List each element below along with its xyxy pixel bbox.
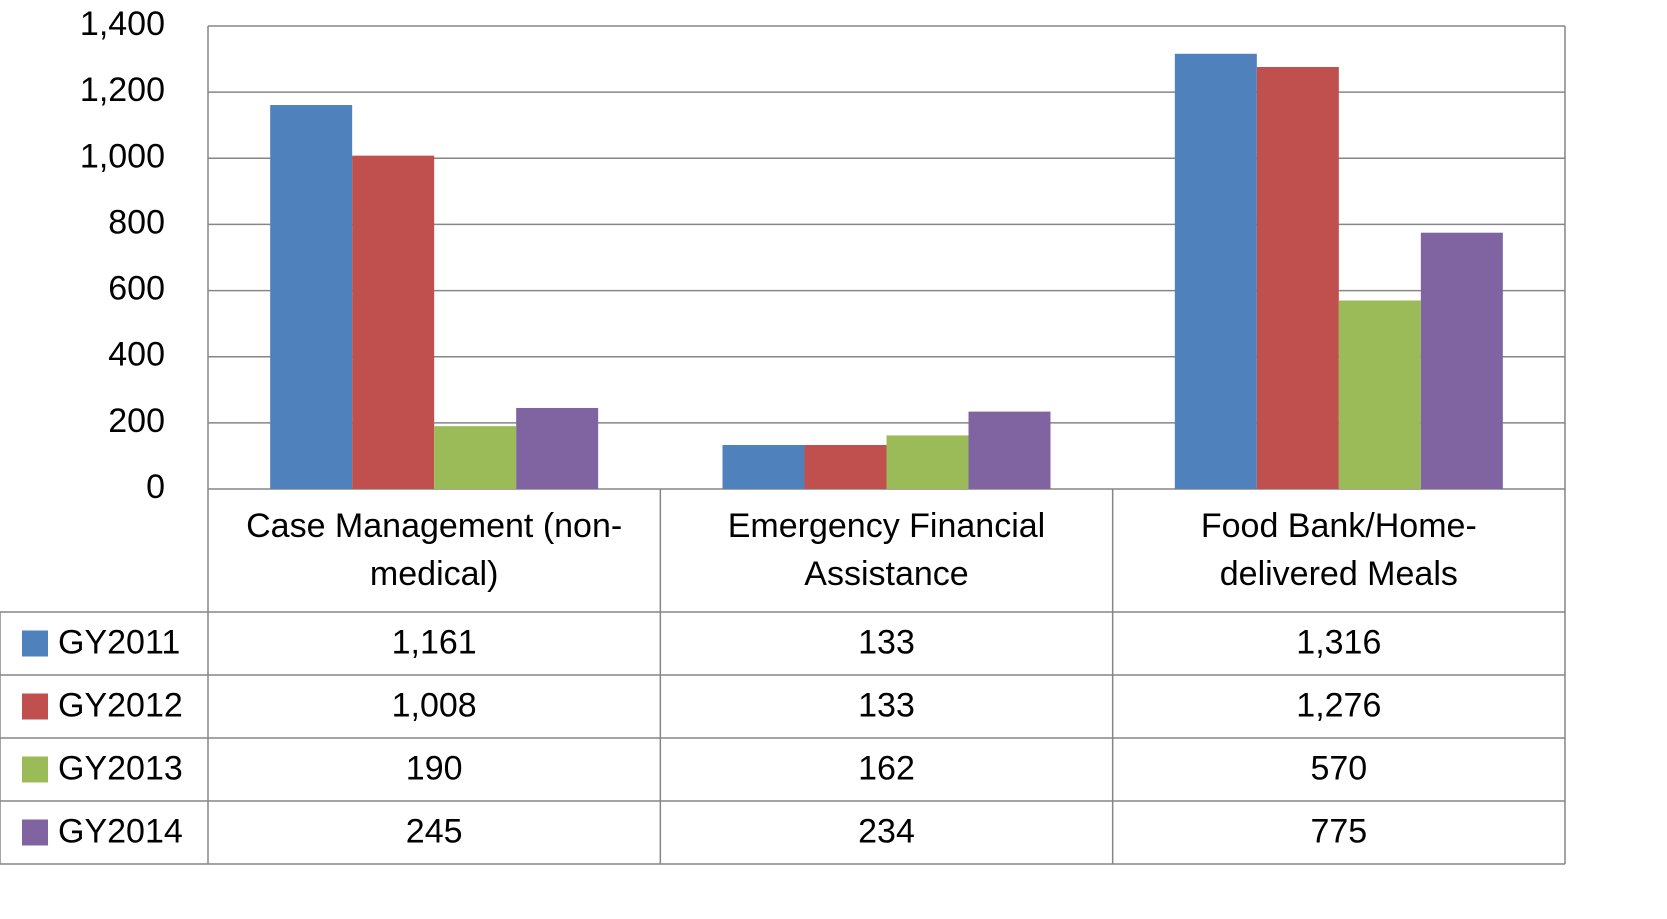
category-label: Food Bank/Home-delivered Meals bbox=[1200, 506, 1477, 593]
category-label: Case Management (non-medical) bbox=[246, 506, 623, 593]
table-value: 1,008 bbox=[392, 686, 477, 724]
table-value: 190 bbox=[406, 749, 463, 787]
legend-swatch bbox=[22, 693, 48, 720]
bar bbox=[270, 105, 353, 489]
legend-swatch bbox=[22, 630, 48, 657]
legend-label: GY2011 bbox=[58, 623, 180, 661]
table-value: 133 bbox=[858, 623, 915, 661]
y-tick-label: 1,000 bbox=[80, 137, 165, 175]
table-value: 1,276 bbox=[1296, 686, 1381, 724]
table-value: 570 bbox=[1310, 749, 1367, 787]
y-tick-label: 1,400 bbox=[80, 5, 165, 43]
bar bbox=[886, 435, 969, 489]
legend-label: GY2012 bbox=[58, 686, 183, 724]
y-tick-label: 200 bbox=[108, 402, 165, 440]
y-tick-label: 0 bbox=[146, 468, 165, 506]
bar bbox=[1420, 232, 1503, 490]
y-tick-label: 800 bbox=[108, 203, 165, 241]
table-value: 775 bbox=[1310, 812, 1367, 850]
legend-swatch bbox=[22, 819, 48, 846]
table-value: 1,316 bbox=[1296, 623, 1381, 661]
table-value: 245 bbox=[406, 812, 463, 850]
bar bbox=[1338, 300, 1421, 489]
legend-label: GY2014 bbox=[58, 812, 183, 850]
table-value: 162 bbox=[858, 749, 915, 787]
y-tick-label: 400 bbox=[108, 336, 165, 374]
y-tick-label: 600 bbox=[108, 270, 165, 308]
legend-swatch bbox=[22, 756, 48, 783]
table-value: 133 bbox=[858, 686, 915, 724]
legend-label: GY2013 bbox=[58, 749, 183, 787]
bar bbox=[1174, 53, 1257, 489]
y-tick-label: 1,200 bbox=[80, 71, 165, 109]
bar bbox=[804, 445, 887, 489]
bar bbox=[352, 155, 435, 489]
bar bbox=[722, 445, 805, 489]
bar bbox=[1256, 67, 1339, 489]
table-value: 1,161 bbox=[392, 623, 477, 661]
bar bbox=[516, 407, 599, 489]
table-value: 234 bbox=[858, 812, 915, 850]
category-label: Emergency Financial Assistance bbox=[727, 506, 1046, 593]
bar bbox=[434, 426, 517, 489]
bar bbox=[968, 411, 1051, 489]
